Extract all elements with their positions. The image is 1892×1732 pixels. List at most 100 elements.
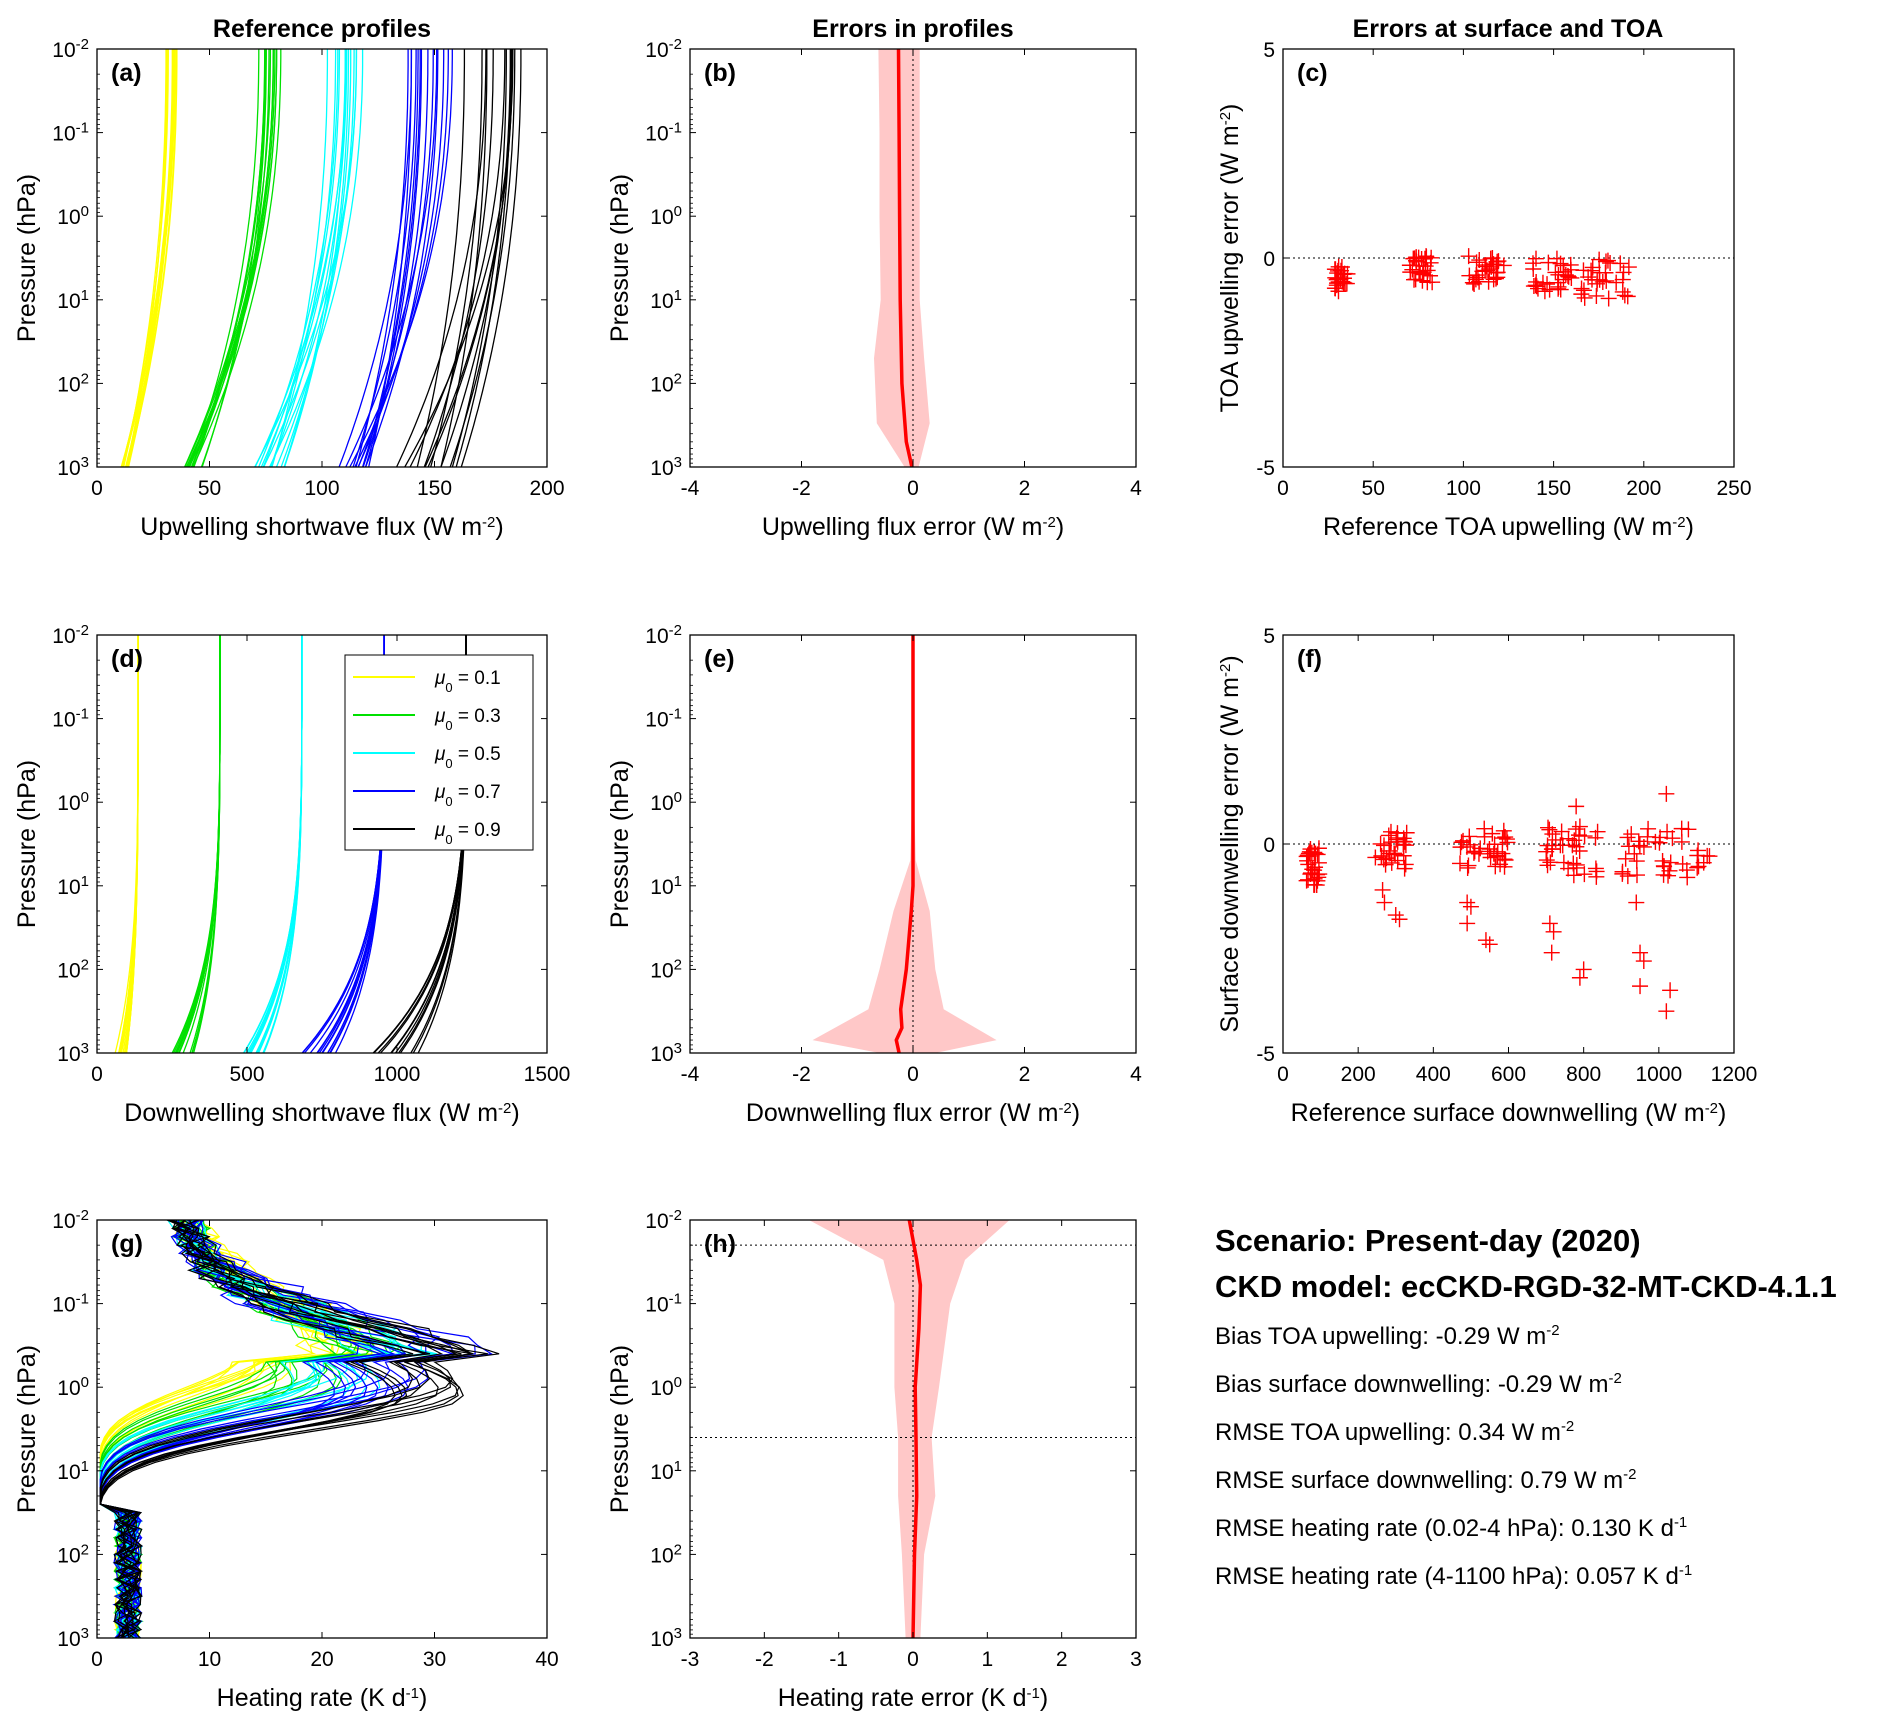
scatter-point — [1524, 255, 1541, 272]
profile-line-mu0.5 — [283, 49, 350, 467]
profile-line-mu0.5 — [260, 49, 346, 467]
stats-list: Bias TOA upwelling: -0.29 W m-2 Bias surf… — [1215, 1310, 1885, 1598]
stat-label: Bias surface downwelling: — [1215, 1371, 1498, 1398]
stat-unit-exponent: -2 — [1608, 1370, 1622, 1387]
column-title: Errors at surface and TOA — [1353, 15, 1664, 43]
plot-area — [99, 1220, 500, 1638]
scatter-point — [1545, 923, 1562, 940]
x-tick-label: -4 — [681, 477, 700, 500]
panel-e: -4 -2 0 2 4 10-2 10-1 100 101 102 103 Downwelling f… — [606, 622, 1142, 1128]
profile-line-mu0.5 — [269, 49, 348, 467]
scatter-point — [1406, 271, 1423, 288]
x-tick-label: 400 — [1416, 1063, 1451, 1086]
scatter-point — [1647, 833, 1664, 850]
scatter-point — [1563, 269, 1580, 286]
legend-entry: μ0 = 0.3 — [434, 706, 501, 733]
stat-value: 0.34 W m — [1458, 1419, 1561, 1446]
scatter-point — [1540, 819, 1557, 836]
profile-line-mu0.3 — [190, 49, 266, 467]
scatter-point — [1541, 821, 1558, 838]
plot-area — [1283, 785, 1734, 1020]
scatter-point — [1660, 867, 1677, 884]
y-tick-label: 10-2 — [645, 36, 682, 63]
y-tick-label: 100 — [57, 203, 89, 230]
scatter-point — [1619, 829, 1636, 846]
x-tick-label: 50 — [198, 477, 221, 500]
y-tick-label: 10-1 — [52, 1290, 89, 1317]
x-tick-label: 0 — [91, 1648, 103, 1671]
scatter-point — [1476, 820, 1493, 837]
y-tick-label: 102 — [57, 956, 89, 983]
profile-line-mu0.7 — [362, 49, 419, 467]
scatter-point — [1614, 271, 1631, 288]
profile-line-mu0.5 — [263, 49, 358, 467]
scatter-point — [1377, 856, 1394, 873]
scatter-point — [1589, 272, 1606, 289]
y-axis-label: Pressure (hPa) — [13, 174, 41, 342]
panel-a: 0 50 100 150 200 10-2 10-1 100 101 102 103 Upwellin… — [13, 36, 565, 542]
scatter-point — [1617, 850, 1634, 867]
stat-line: RMSE surface downwelling: 0.79 W m-2 — [1215, 1454, 1885, 1502]
column-title: Reference profiles — [213, 15, 431, 43]
scatter-point — [1583, 262, 1600, 279]
scatter-point — [1632, 944, 1649, 961]
scatter-point — [1543, 944, 1560, 961]
scatter-point — [1419, 262, 1436, 279]
x-tick-label: 1 — [981, 1648, 993, 1671]
x-tick-label: 200 — [529, 477, 564, 500]
scatter-point — [1462, 898, 1479, 915]
axes-frame — [96, 634, 548, 1054]
profile-line-mu0.5 — [262, 635, 303, 1053]
y-tick-label: 103 — [650, 454, 682, 481]
scatter-point — [1330, 283, 1347, 300]
scatter-point — [1460, 248, 1477, 265]
profile-line-mu0.9 — [440, 49, 488, 467]
scatter-point — [1477, 932, 1494, 949]
scatter-point — [1555, 854, 1572, 871]
panel-letter: (c) — [1297, 59, 1328, 87]
profile-line-mu0.1 — [126, 49, 178, 467]
scatter-point — [1564, 837, 1581, 854]
scatter-point — [1488, 264, 1505, 281]
scatter-point — [1534, 274, 1551, 291]
stat-unit-exponent: -1 — [1678, 1562, 1693, 1579]
y-tick-label: 103 — [57, 1625, 89, 1652]
x-axis-label: Heating rate error (K d-1) — [778, 1684, 1048, 1712]
y-tick-label: 10-1 — [645, 705, 682, 732]
scatter-point — [1632, 978, 1649, 995]
profile-line-mu0.3 — [176, 635, 221, 1053]
panel-h: -3 -2 -1 0 1 2 3 10-2 10-1 100 101 102 103 Heating ra… — [606, 1207, 1142, 1713]
y-tick-label: 100 — [57, 789, 89, 816]
scatter-point — [1391, 911, 1408, 928]
profile-line-mu0.1 — [126, 49, 177, 467]
scatter-point — [1494, 830, 1511, 847]
scatter-point — [1589, 823, 1606, 840]
y-tick-label: 0 — [1263, 248, 1275, 271]
y-axis-label: Pressure (hPa) — [13, 760, 41, 928]
x-tick-label: 150 — [417, 477, 452, 500]
x-tick-label: 2 — [1056, 1648, 1068, 1671]
legend-entry: μ0 = 0.1 — [434, 668, 501, 695]
scatter-point — [1309, 866, 1326, 883]
stat-label: RMSE heating rate (4-1100 hPa): — [1215, 1563, 1577, 1590]
scatter-point — [1497, 852, 1514, 869]
x-tick-label: 0 — [1277, 1063, 1289, 1086]
scatter-point — [1300, 871, 1317, 888]
scatter-point — [1484, 249, 1501, 266]
x-tick-label: -2 — [792, 1063, 811, 1086]
y-tick-label: 10-1 — [52, 705, 89, 732]
y-tick-label: 103 — [57, 1040, 89, 1067]
legend: μ0 = 0.1 μ0 = 0.3 μ0 = 0.5 μ0 = 0.7 μ0 = 0.9 — [344, 654, 534, 851]
scatter-point — [1299, 852, 1316, 869]
x-tick-label: 100 — [1446, 477, 1481, 500]
scatter-point — [1539, 837, 1556, 854]
x-tick-label: -1 — [829, 1648, 848, 1671]
profile-line-mu0.7 — [368, 49, 413, 467]
y-tick-label: 5 — [1263, 39, 1275, 62]
y-axis-label: Surface downwelling error (W m-2) — [1216, 655, 1244, 1032]
x-tick-label: -3 — [681, 1648, 700, 1671]
scatter-point — [1543, 841, 1560, 858]
x-tick-label: 4 — [1130, 477, 1142, 500]
scatter-point — [1459, 894, 1476, 911]
